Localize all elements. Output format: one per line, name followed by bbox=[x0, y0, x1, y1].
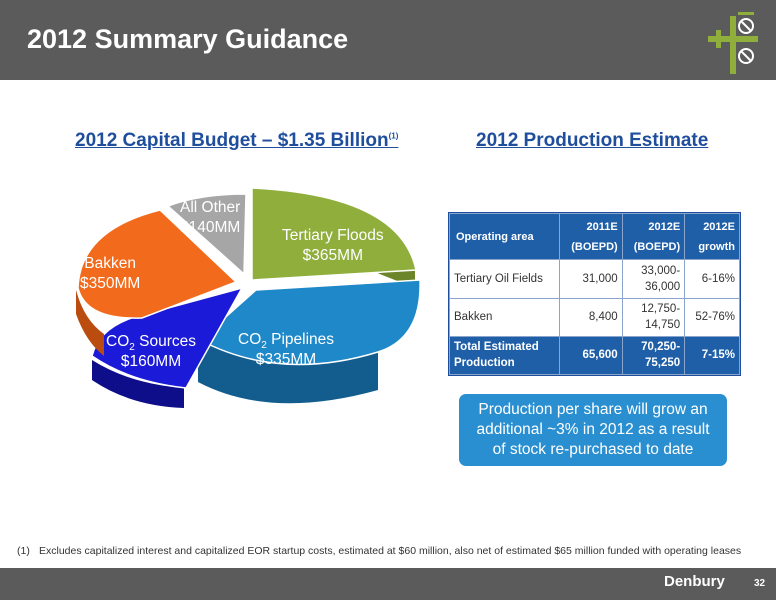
label-tertiary-floods: Tertiary Floods $365MM bbox=[282, 227, 384, 264]
label-co2-sources: CO2 Sources $160MM bbox=[106, 333, 196, 370]
label-co2-pipelines: CO2 Pipelines $335MM bbox=[238, 331, 335, 368]
denbury-logo: Denbury bbox=[664, 573, 725, 590]
label-bakken: Bakken $350MM bbox=[80, 255, 141, 292]
footnote-text: Excludes capitalized interest and capita… bbox=[39, 545, 742, 557]
capital-budget-title-text: 2012 Capital Budget – $1.35 Billion bbox=[75, 130, 389, 151]
table-header-row: Operating area 2011E (BOEPD) 2012E (BOEPD)… bbox=[448, 212, 740, 261]
capital-budget-pie-chart: Tertiary Floods $365MM CO2 Pipelines $33… bbox=[60, 170, 440, 430]
oil-valve-icon bbox=[708, 12, 758, 74]
slice-co2-pipelines-side bbox=[198, 338, 378, 404]
slice-all-other bbox=[166, 193, 247, 276]
page-number: 32 bbox=[754, 578, 766, 589]
slice-co2-sources bbox=[91, 286, 244, 389]
production-estimate-title: 2012 Production Estimate bbox=[476, 130, 709, 151]
table-row: Tertiary Oil Fields 31,000 33,000- 36,000… bbox=[448, 259, 740, 299]
header-operating-area: Operating area bbox=[448, 212, 561, 261]
footer-bar: Denbury 32 bbox=[0, 568, 776, 600]
slice-bakken-side bbox=[76, 290, 104, 356]
table-row: Bakken 8,400 12,750- 14,750 52-76% bbox=[448, 297, 740, 337]
header-2011e: 2011E (BOEPD) bbox=[559, 212, 623, 261]
header-bar: 2012 Summary Guidance bbox=[0, 0, 776, 80]
production-callout-box: Production per share will grow an additi… bbox=[459, 394, 727, 466]
slice-tertiary-floods bbox=[251, 187, 417, 281]
slice-bakken bbox=[77, 209, 238, 319]
footnote: (1) Excludes capitalized interest and cap… bbox=[17, 545, 741, 557]
capital-budget-title: 2012 Capital Budget – $1.35 Billion(1) bbox=[75, 130, 398, 152]
header-2012e: 2012E (BOEPD) bbox=[621, 212, 686, 261]
footnote-ref: (1) bbox=[388, 131, 399, 141]
slice-co2-sources-side bbox=[92, 360, 184, 408]
production-table: Operating area 2011E (BOEPD) 2012E (BOEPD)… bbox=[448, 212, 741, 376]
pie-svg bbox=[76, 187, 421, 408]
footnote-number: (1) bbox=[17, 545, 30, 557]
header-2012e-growth: 2012E growth bbox=[684, 212, 740, 261]
page-title: 2012 Summary Guidance bbox=[27, 24, 349, 54]
label-all-other: All Other $140MM bbox=[180, 199, 241, 236]
table-total-row: Total Estimated Production 65,600 70,250-… bbox=[448, 335, 740, 376]
slice-co2-pipelines bbox=[198, 279, 421, 366]
